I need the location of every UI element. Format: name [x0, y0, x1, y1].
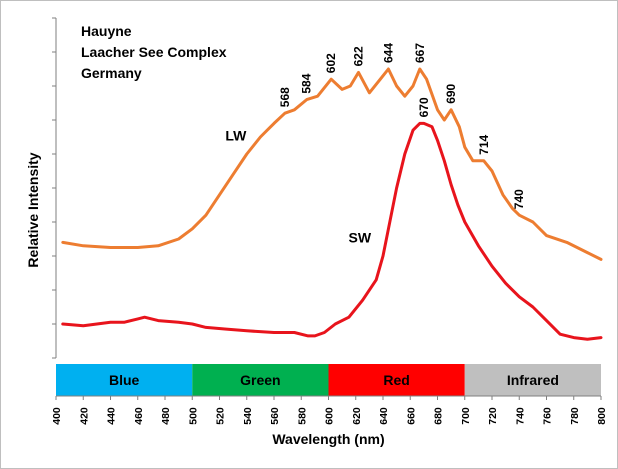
x-tick-label: 440: [106, 407, 118, 425]
x-tick-label: 700: [460, 407, 472, 425]
band-label: Blue: [109, 372, 140, 388]
y-axis-title: Relative Intensity: [25, 152, 41, 267]
band-label: Red: [383, 372, 409, 388]
peak-label: 568: [278, 87, 292, 107]
x-tick-label: 540: [242, 407, 254, 425]
peak-label: 714: [477, 134, 491, 154]
x-axis-title: Wavelength (nm): [272, 431, 384, 447]
series-line-lw: [61, 67, 603, 261]
x-tick-label: 640: [378, 407, 390, 425]
x-tick-label: 420: [78, 407, 90, 425]
peak-label: 690: [444, 83, 458, 103]
x-tick-label: 520: [215, 407, 227, 425]
peak-label: 670: [417, 97, 431, 117]
series-label-sw: SW: [349, 229, 372, 245]
x-tick-label: 720: [487, 407, 499, 425]
x-tick-label: 680: [433, 407, 445, 425]
x-tick-label: 480: [160, 407, 172, 425]
x-tick-label: 460: [133, 407, 145, 425]
band-infrared: [464, 364, 601, 396]
peak-label: 644: [381, 43, 395, 63]
band-label: Green: [240, 372, 280, 388]
x-tick-label: 800: [596, 407, 608, 425]
x-tick-label: 600: [324, 407, 336, 425]
peak-label: 740: [512, 189, 526, 209]
series-line-sw: [61, 121, 603, 341]
x-tick-label: 580: [296, 407, 308, 425]
band-blue: [56, 364, 193, 396]
peak-label: 584: [300, 73, 314, 93]
x-tick-label: 400: [51, 407, 63, 425]
x-tick-label: 740: [514, 407, 526, 425]
band-label: Infrared: [507, 372, 559, 388]
x-tick-label: 660: [405, 407, 417, 425]
x-tick-label: 500: [187, 407, 199, 425]
x-tick-label: 560: [269, 407, 281, 425]
series-label-lw: LW: [225, 127, 247, 143]
band-red: [328, 364, 465, 396]
sample-text-line: Laacher See Complex: [81, 44, 227, 60]
x-tick-label: 780: [569, 407, 581, 425]
peak-label: 622: [351, 46, 365, 66]
peak-label: 667: [413, 43, 427, 63]
x-tick-label: 760: [542, 407, 554, 425]
sample-text-line: Germany: [81, 65, 142, 81]
x-tick-label: 620: [351, 407, 363, 425]
band-green: [192, 364, 329, 396]
sample-text-line: Hauyne: [81, 23, 132, 39]
peak-label: 602: [324, 53, 338, 73]
